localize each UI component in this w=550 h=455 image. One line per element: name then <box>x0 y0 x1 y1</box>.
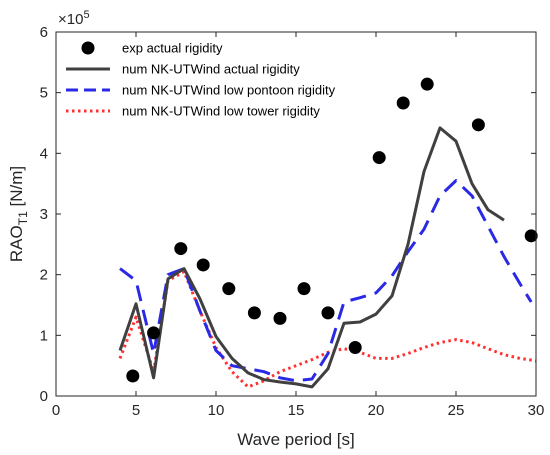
exp-data-point <box>222 282 236 296</box>
y-tick-label: 6 <box>40 24 48 41</box>
exp-data-point <box>196 258 210 272</box>
exp-data-point <box>297 282 311 296</box>
x-tick-label: 10 <box>208 402 225 419</box>
exp-data-point <box>126 369 140 383</box>
plot-area <box>56 32 536 396</box>
y-tick-label: 1 <box>40 327 48 344</box>
exp-data-point <box>420 77 434 91</box>
ticks-layer: 0 5 10 15 20 25 30 0 1 2 3 4 5 6 <box>40 24 545 419</box>
exp-data-point <box>174 242 188 256</box>
exp-data-point <box>524 229 538 243</box>
x-tick-label: 25 <box>448 402 465 419</box>
series-line-dashed <box>119 179 533 383</box>
x-tick-label: 20 <box>368 402 385 419</box>
exp-data-point <box>147 326 161 340</box>
y-axis-label: RAOT1 [N/m] <box>7 166 30 262</box>
x-tick-label: 15 <box>288 402 305 419</box>
y-axis-label-unit: [N/m] <box>7 166 26 211</box>
y-tick-label: 0 <box>40 388 48 405</box>
y-tick-label: 5 <box>40 85 48 102</box>
exp-data-point <box>372 151 386 165</box>
exp-data-point <box>396 96 410 110</box>
exp-data-point <box>273 311 287 325</box>
legend-label: num NK-UTWind actual rigidity <box>122 62 300 77</box>
legend: exp actual rigidity num NK-UTWind actual … <box>66 41 336 119</box>
x-tick-label: 30 <box>528 402 545 419</box>
exp-data-point <box>348 340 362 354</box>
y-axis-label-subscript: T1 <box>16 211 30 225</box>
legend-marker <box>81 41 95 55</box>
x-tick-label: 0 <box>52 402 60 419</box>
exp-data-point <box>471 118 485 132</box>
y-tick-label: 3 <box>40 206 48 223</box>
y-tick-label: 4 <box>40 145 48 162</box>
exp-data-point <box>247 306 261 320</box>
y-tick-label: 2 <box>40 267 48 284</box>
series-line-solid <box>118 126 505 389</box>
exp-data-point <box>321 306 335 320</box>
legend-label: num NK-UTWind low pontoon rigidity <box>122 83 336 98</box>
legend-label: exp actual rigidity <box>122 41 223 56</box>
legend-label: num NK-UTWind low tower rigidity <box>122 104 320 119</box>
x-axis-label: Wave period [s] <box>237 430 354 449</box>
series-layer <box>118 77 538 389</box>
exponent-label: ×105 <box>58 9 90 28</box>
x-tick-label: 5 <box>132 402 140 419</box>
exponent-power: 5 <box>83 9 89 21</box>
y-axis-label-main: RAO <box>7 225 26 262</box>
